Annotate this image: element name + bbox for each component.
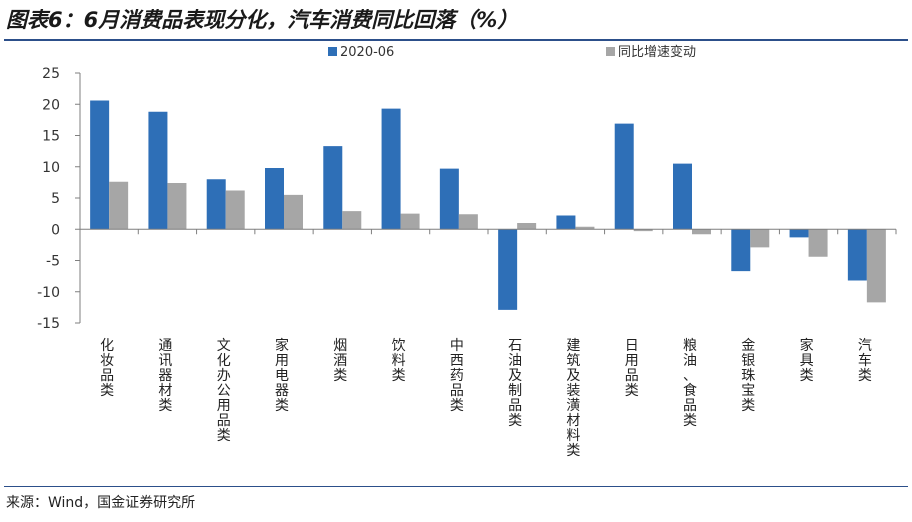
chart-title: 图表6：6月消费品表现分化，汽车消费同比回落（%） xyxy=(6,8,519,32)
legend-swatch xyxy=(328,47,337,56)
x-axis xyxy=(79,228,897,235)
title-rule xyxy=(4,39,908,41)
y-tick-label: -10 xyxy=(37,285,60,301)
bar-series-1 xyxy=(731,229,751,272)
category-label: 化妆品类 xyxy=(100,338,114,399)
category-labels: 化妆品类 通讯器材类 文化办公用品类 家用电器类 烟酒类 饮料类 中西药品类 石油及制品类 建筑… xyxy=(100,337,872,459)
bar-series-2 xyxy=(342,211,362,230)
bar-series-2 xyxy=(517,223,537,230)
bar-series-2 xyxy=(458,214,478,230)
bar-series-1 xyxy=(789,229,809,238)
source-note: 来源：Wind，国金证券研究所 xyxy=(6,495,196,511)
category-label: 家具类 xyxy=(800,337,814,384)
bar-chart: 2020-06 同比增速变动 -15 -10 -5 0 5 10 15 20 25 化妆品类 通讯器… xyxy=(37,44,897,459)
category-label: 金银珠宝类 xyxy=(741,338,755,414)
y-tick-label: -15 xyxy=(37,316,60,332)
legend-label: 2020-06 xyxy=(340,45,394,60)
y-tick-label: 5 xyxy=(51,191,60,207)
bar-series-1 xyxy=(265,168,284,230)
bar-series-1 xyxy=(206,179,226,230)
legend-swatch xyxy=(606,47,615,56)
bar-series-2 xyxy=(167,183,187,230)
bar-series-1 xyxy=(381,108,401,230)
bars xyxy=(90,100,886,310)
bar-series-2 xyxy=(225,190,245,230)
category-label: 烟酒类 xyxy=(333,338,347,384)
legend-label: 同比增速变动 xyxy=(618,44,696,60)
bar-series-1 xyxy=(556,215,576,230)
y-tick-label: 25 xyxy=(42,66,60,82)
category-label: 通讯器材类 xyxy=(158,338,172,414)
bar-series-2 xyxy=(866,229,886,303)
category-label: 饮料类 xyxy=(392,338,406,384)
bar-series-1 xyxy=(323,146,343,230)
category-label: 日用品类 xyxy=(625,338,639,399)
bar-series-2 xyxy=(284,194,303,230)
category-label: 中西药品类 xyxy=(450,338,464,414)
category-label: 汽车类 xyxy=(858,338,872,384)
bar-series-1 xyxy=(148,111,168,230)
y-tick-label: 0 xyxy=(51,222,60,238)
bar-series-2 xyxy=(400,213,420,230)
bar-series-1 xyxy=(673,163,692,230)
category-label: 家用电器类 xyxy=(275,337,289,414)
bar-series-2 xyxy=(575,226,595,230)
bar-series-1 xyxy=(439,168,459,230)
y-axis: -15 -10 -5 0 5 10 15 20 25 xyxy=(37,66,81,332)
y-tick-label: 15 xyxy=(42,129,60,145)
bar-series-2 xyxy=(109,181,129,230)
category-label: 石油及制品类 xyxy=(508,338,522,429)
bar-series-2 xyxy=(633,229,653,232)
bar-series-2 xyxy=(692,229,711,235)
y-tick-label: -5 xyxy=(46,254,60,270)
bar-series-1 xyxy=(847,229,867,281)
y-tick-label: 20 xyxy=(42,97,60,113)
bar-series-2 xyxy=(750,229,770,248)
category-label: 文化办公用品类 xyxy=(217,338,231,444)
category-label: 建筑及装潢材料类 xyxy=(566,338,580,459)
bar-series-1 xyxy=(498,229,518,310)
footer-rule xyxy=(4,486,908,487)
category-label: 粮油、食品类 xyxy=(683,338,697,429)
bar-series-1 xyxy=(90,100,110,230)
legend: 2020-06 同比增速变动 xyxy=(328,44,696,60)
bar-series-1 xyxy=(614,123,634,230)
y-tick-label: 10 xyxy=(42,160,60,176)
bar-series-2 xyxy=(808,229,828,257)
